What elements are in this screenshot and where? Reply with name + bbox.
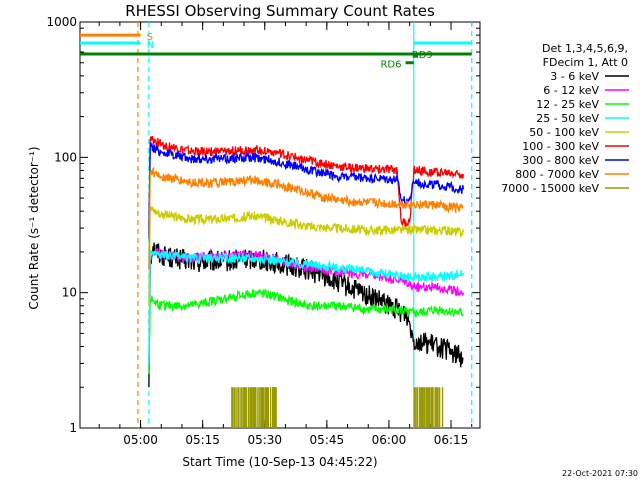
y-tick-label: 100 xyxy=(54,150,77,164)
legend-entry-label: 300 - 800 keV xyxy=(522,154,599,167)
legend: Det 1,3,4,5,6,9,FDecim 1, Att 03 - 6 keV… xyxy=(501,42,629,195)
x-axis-label: Start Time (10-Sep-13 04:45:22) xyxy=(182,455,377,469)
footer-date: 22-Oct-2021 07:30 xyxy=(562,469,638,478)
flag-label: N xyxy=(147,40,154,51)
plot-frame xyxy=(79,21,481,429)
x-tick-label: 05:45 xyxy=(310,433,345,447)
y-tick-label: 1000 xyxy=(46,15,77,29)
flag-label: RD9 xyxy=(412,50,433,61)
x-tick-label: 05:30 xyxy=(247,433,282,447)
x-tick-label: 05:00 xyxy=(123,433,158,447)
legend-entry-label: 12 - 25 keV xyxy=(536,98,599,111)
series-line xyxy=(148,135,465,229)
legend-entry-label: 7000 - 15000 keV xyxy=(501,182,599,195)
chart-title: RHESSI Observing Summary Count Rates xyxy=(125,2,435,20)
series-line xyxy=(148,249,465,364)
legend-header: Det 1,3,4,5,6,9, xyxy=(542,42,628,55)
series-line xyxy=(148,166,464,269)
y-tick-label: 10 xyxy=(62,286,77,300)
x-tick-label: 05:15 xyxy=(185,433,220,447)
legend-entry-label: 6 - 12 keV xyxy=(543,84,599,97)
series-line xyxy=(148,206,465,306)
legend-entry-label: 3 - 6 keV xyxy=(550,70,599,83)
legend-header: FDecim 1, Att 0 xyxy=(543,56,628,69)
legend-entry-label: 25 - 50 keV xyxy=(536,112,599,125)
y-tick-label: 1 xyxy=(69,421,77,435)
series-line xyxy=(148,288,464,375)
x-tick-label: 06:00 xyxy=(372,433,407,447)
legend-entry-label: 800 - 7000 keV xyxy=(515,168,599,181)
plot-area: 1 10 100 1000 05:00 05:15 05:30 05:45 06:00 06:15… xyxy=(46,15,481,447)
y-axis-label: Count Rate (s⁻¹ detector⁻¹) xyxy=(27,146,41,309)
legend-entry-label: 50 - 100 keV xyxy=(529,126,599,139)
flag-label: S xyxy=(147,32,153,43)
flag-label: RD6 xyxy=(380,60,401,71)
legend-entry-label: 100 - 300 keV xyxy=(522,140,599,153)
series-line xyxy=(148,142,465,239)
x-tick-label: 06:15 xyxy=(434,433,469,447)
